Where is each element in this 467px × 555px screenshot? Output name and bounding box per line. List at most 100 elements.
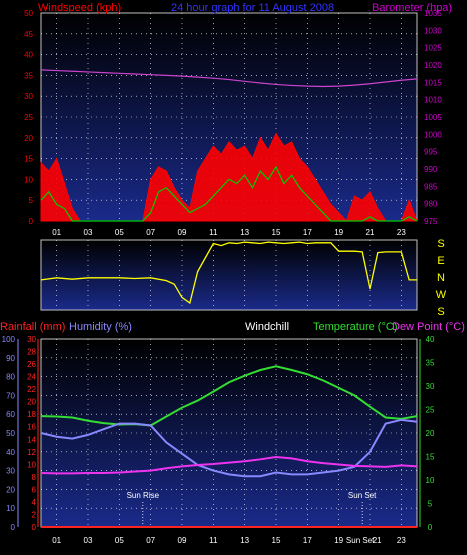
barometer-tick-label: 1020 <box>424 61 442 70</box>
rain-tick-label: 30 <box>27 335 36 344</box>
top-chart-title: 24 hour graph for 11 August 2008 <box>171 2 334 14</box>
bottom-x-tick-label: 11 <box>209 536 218 545</box>
rain-tick-label: 2 <box>32 510 37 519</box>
direction-label: N <box>437 272 445 284</box>
barometer-tick-label: 1000 <box>424 130 442 139</box>
rain-tick-label: 10 <box>27 460 36 469</box>
bottom-x-tick-label: 21 <box>373 536 382 545</box>
temperature-tick-label: 15 <box>426 453 435 462</box>
sunrise-label: Sun Rise <box>127 491 160 500</box>
top-x-tick-label: 03 <box>84 228 93 237</box>
direction-label: S <box>437 306 444 318</box>
top-x-tick-label: 21 <box>366 228 375 237</box>
rain-tick-label: 4 <box>32 498 37 507</box>
bottom-x-tick-label: 01 <box>52 536 61 545</box>
temperature-tick-label: 5 <box>428 500 433 509</box>
direction-label: S <box>437 238 444 250</box>
sunset-label: Sun Set <box>348 491 377 500</box>
rain-tick-label: 26 <box>27 360 36 369</box>
bottom-x-tick-label: 19 <box>334 536 343 545</box>
top-x-tick-label: 07 <box>146 228 155 237</box>
bottom-x-tick-label: 05 <box>115 536 124 545</box>
direction-plot-area <box>40 239 418 311</box>
windspeed-line <box>40 165 418 222</box>
temperature-tick-label: 40 <box>426 335 435 344</box>
rain-tick-label: 22 <box>27 385 36 394</box>
bottom-x-tick-label: 13 <box>240 536 249 545</box>
humidity-tick-label: 100 <box>2 335 16 344</box>
dewpoint-axis-label: Dew Point (°C) <box>392 321 465 333</box>
rain-tick-label: 16 <box>27 423 36 432</box>
rain-tick-label: 8 <box>32 473 37 482</box>
rain-axis-label: Rainfall (mm) <box>0 321 65 333</box>
humidity-tick-label: 10 <box>6 504 15 513</box>
top-right-axis-label: Barometer (hpa) <box>372 2 452 14</box>
barometer-tick-label: 1030 <box>424 26 442 35</box>
dewpoint-line <box>40 455 418 475</box>
temperature-tick-label: 0 <box>428 523 433 532</box>
humidity-tick-label: 30 <box>6 467 15 476</box>
bottom-x-tick-label: 07 <box>146 536 155 545</box>
humidity-tick-label: 90 <box>6 354 15 363</box>
bottom-x-tick-label: 03 <box>84 536 93 545</box>
windspeed-tick-label: 30 <box>24 92 33 101</box>
sunset-axis-label: Sun Set <box>346 536 375 545</box>
barometer-tick-label: 1005 <box>424 113 442 122</box>
rain-tick-label: 28 <box>27 348 36 357</box>
top-x-tick-label: 05 <box>115 228 124 237</box>
humidity-tick-label: 40 <box>6 448 15 457</box>
windspeed-tick-label: 5 <box>29 196 34 205</box>
temperature-tick-label: 30 <box>426 382 435 391</box>
barometer-tick-label: 975 <box>424 217 438 226</box>
rain-tick-label: 6 <box>32 485 37 494</box>
barometer-tick-label: 995 <box>424 148 438 157</box>
windchill-label: Windchill <box>245 321 289 333</box>
wind-direction-line <box>40 241 417 305</box>
windspeed-tick-label: 25 <box>24 113 33 122</box>
windspeed-tick-label: 45 <box>24 30 33 39</box>
humidity-tick-label: 0 <box>11 523 16 532</box>
humidity-tick-label: 50 <box>6 429 15 438</box>
bottom-x-tick-label: 23 <box>397 536 406 545</box>
top-x-tick-label: 15 <box>272 228 281 237</box>
windspeed-tick-label: 10 <box>24 175 33 184</box>
barometer-tick-label: 985 <box>424 182 438 191</box>
humidity-tick-label: 70 <box>6 391 15 400</box>
top-x-tick-label: 01 <box>52 228 61 237</box>
windspeed-tick-label: 40 <box>24 51 33 60</box>
bottom-plot-area <box>40 338 418 528</box>
rain-tick-label: 0 <box>32 523 37 532</box>
temperature-tick-label: 35 <box>426 359 435 368</box>
rain-tick-label: 20 <box>27 398 36 407</box>
barometer-tick-label: 1035 <box>424 9 442 18</box>
temperature-tick-label: 20 <box>426 429 435 438</box>
bottom-x-tick-label: 09 <box>178 536 187 545</box>
windspeed-tick-label: 35 <box>24 71 33 80</box>
temperature-tick-label: 10 <box>426 476 435 485</box>
barometer-tick-label: 1025 <box>424 44 442 53</box>
rain-tick-label: 12 <box>27 448 36 457</box>
top-x-tick-label: 11 <box>209 228 218 237</box>
barometer-tick-label: 1015 <box>424 78 442 87</box>
barometer-tick-label: 990 <box>424 165 438 174</box>
direction-label: W <box>436 289 447 301</box>
humidity-tick-label: 60 <box>6 410 15 419</box>
top-x-tick-label: 09 <box>178 228 187 237</box>
top-x-tick-label: 17 <box>303 228 312 237</box>
rain-tick-label: 14 <box>27 435 36 444</box>
bottom-x-tick-label: 17 <box>303 536 312 545</box>
temperature-line <box>40 365 418 427</box>
barometer-tick-label: 980 <box>424 200 438 209</box>
barometer-tick-label: 1010 <box>424 96 442 105</box>
rain-tick-label: 18 <box>27 410 36 419</box>
temperature-axis-label: Temperature (°C) <box>313 321 397 333</box>
top-left-axis-label: Windspeed (kph) <box>38 2 121 14</box>
rain-tick-label: 24 <box>27 373 36 382</box>
bottom-x-tick-label: 15 <box>272 536 281 545</box>
windspeed-tick-label: 20 <box>24 134 33 143</box>
barometer-line <box>40 69 418 88</box>
humidity-axis-label: Humidity (%) <box>69 321 132 333</box>
temperature-tick-label: 25 <box>426 406 435 415</box>
windspeed-tick-label: 50 <box>24 9 33 18</box>
